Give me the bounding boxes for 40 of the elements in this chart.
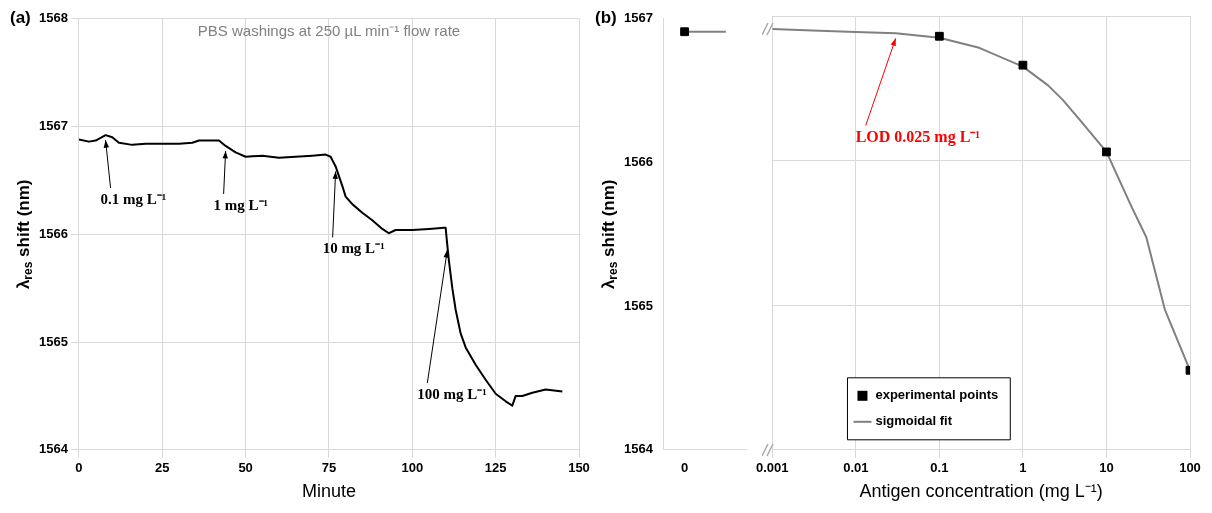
- annotation: 100 mg L⁻¹: [417, 385, 487, 402]
- y-tick-label: 1565: [39, 333, 68, 349]
- x-tick-label: 0.01: [843, 460, 869, 476]
- annotation: LOD 0.025 mg L⁻¹: [855, 128, 981, 147]
- point: [1018, 60, 1028, 70]
- x-tick-label: 100: [401, 460, 424, 476]
- annotation: 10 mg L⁻¹: [322, 240, 385, 257]
- x-tick-label: 125: [484, 460, 507, 476]
- legend-label: experimental points: [875, 387, 999, 403]
- x-tick-label: 50: [238, 460, 253, 476]
- annotation: 1 mg L⁻¹: [213, 196, 269, 213]
- x-tick-label: 150: [568, 460, 590, 476]
- x-tick-label: 0: [75, 460, 83, 476]
- annotation: 0.1 mg L⁻¹: [100, 191, 167, 208]
- y-axis-title: λres shift (nm): [13, 179, 36, 290]
- x-tick-label: 0.001: [755, 460, 789, 476]
- y-axis-title: λres shift (nm): [598, 179, 621, 290]
- x-tick-label: 10: [1099, 460, 1114, 476]
- y-tick-label: 1566: [39, 225, 68, 241]
- x-tick-label: 0.1: [930, 460, 949, 476]
- y-tick-label: 1567: [624, 10, 653, 26]
- y-tick-label: 1567: [39, 118, 68, 134]
- y-tick-label: 1565: [624, 297, 653, 313]
- y-tick-label: 1564: [39, 441, 69, 457]
- y-tick-label: 1564: [624, 441, 654, 457]
- y-tick-label: 1568: [39, 10, 68, 26]
- point: [934, 31, 944, 41]
- point: [1102, 147, 1111, 157]
- legend-label: sigmoidal fit: [875, 413, 953, 429]
- annotation: PBS washings at 250 µL min⁻¹ flow rate: [197, 21, 461, 39]
- x-tick-label: 100: [1179, 460, 1201, 476]
- chart-title: (a): [10, 8, 31, 28]
- x-axis-title: Minute: [301, 481, 356, 502]
- chart-title: (b): [595, 8, 617, 28]
- x-tick-label: 0: [680, 460, 689, 476]
- x-tick-label: 1: [1019, 460, 1027, 476]
- x-tick-label: 75: [321, 460, 337, 476]
- y-tick-label: 1566: [624, 154, 653, 170]
- x-tick-label: 25: [155, 460, 170, 476]
- x-axis-title: Antigen concentration (mg L⁻¹): [859, 481, 1103, 502]
